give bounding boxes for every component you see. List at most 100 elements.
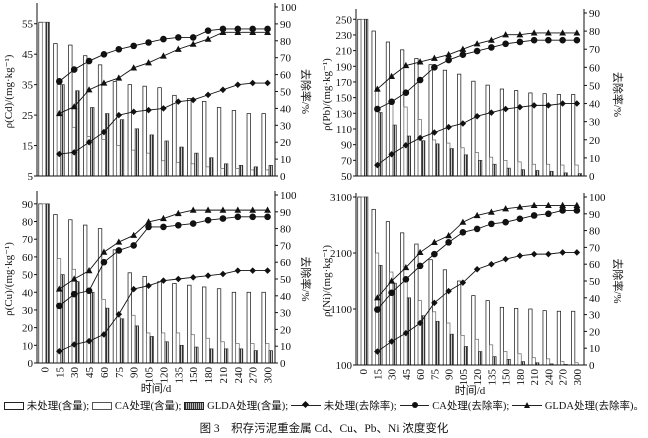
x-tick-label: 60 [415, 369, 427, 381]
panel-ni: 1001100210031000102030405060708090100ρ(N… [321, 192, 625, 397]
bar-untreated [216, 107, 222, 177]
y2-tick-label: 100 [589, 192, 606, 204]
marker-triangle [234, 206, 242, 213]
y2-tick-label: 30 [280, 120, 292, 132]
marker-circle [374, 306, 381, 313]
marker-diamond [459, 279, 467, 286]
marker-circle [545, 210, 552, 218]
marker-diamond [219, 86, 227, 94]
marker-circle [416, 262, 424, 270]
marker-circle [115, 247, 123, 254]
y2-tick-label: 0 [280, 358, 286, 370]
marker-diamond [431, 129, 438, 136]
bar-untreated [142, 85, 147, 177]
chart-svg: 515253545550102030405060708090100ρ(Cd)/(… [3, 2, 625, 397]
bar-ca [517, 161, 522, 177]
marker-triangle [487, 36, 495, 43]
marker-diamond [249, 267, 256, 274]
marker-triangle [573, 201, 581, 208]
bar-untreated [528, 308, 533, 366]
x-tick-label: 270 [558, 369, 570, 386]
marker-diamond [545, 250, 552, 258]
x-tick-label: 45 [401, 369, 413, 381]
bar-ca [205, 337, 210, 364]
bar-untreated [172, 94, 177, 177]
y2-tick-label: 10 [589, 153, 601, 165]
bar-glda [463, 154, 468, 177]
y2-tick-label: 40 [280, 291, 292, 303]
marker-diamond [402, 141, 410, 149]
y-tick-label: 35 [22, 80, 34, 92]
bar-untreated [68, 44, 73, 177]
marker-triangle [204, 206, 212, 213]
marker-triangle [264, 206, 271, 213]
x-tick-label: 210 [529, 369, 541, 386]
bar-untreated [457, 280, 462, 366]
y2-tick-label: 60 [589, 259, 601, 271]
bar-untreated [428, 64, 433, 177]
marker-diamond [573, 249, 581, 256]
legend-glda-content: GLDA处理(含量); [207, 401, 289, 412]
marker-triangle [445, 51, 453, 58]
marker-circle [160, 223, 167, 231]
x-tick-label: 45 [84, 367, 96, 379]
y-tick-label: 2100 [330, 248, 353, 260]
panel-cd: 5 15 25 35 45 55 0 10 20 30 40 50 60 70 80 90 100 ρ(Cd)/(… [3, 2, 313, 183]
marker-triangle [559, 29, 567, 36]
bar-ca [546, 163, 551, 177]
y2-axis-label: 去除率/% [299, 69, 313, 114]
marker-circle [530, 36, 538, 44]
bar-ca [360, 18, 365, 177]
bar-untreated [53, 214, 58, 364]
marker-diamond [388, 338, 395, 345]
marker-triangle [70, 103, 78, 110]
marker-diamond [70, 341, 78, 348]
marker-circle [189, 220, 197, 227]
bar-ca [101, 298, 106, 364]
bar-untreated [68, 219, 73, 364]
legend-glda-rate: GLDA处理(去除率)。 [544, 401, 644, 412]
y2-axis-label: 去除率/% [611, 258, 625, 303]
panel-pb: 50 70 90 110 130 150 170 190 210 230 250 0 10 20 30 40 5… [321, 8, 625, 183]
marker-diamond [175, 275, 182, 283]
legend-line-ca-rate [399, 402, 430, 408]
marker-circle [145, 223, 152, 231]
bar-glda [105, 113, 110, 177]
marker-diamond [488, 260, 495, 268]
x-tick-label: 105 [458, 369, 470, 386]
bar-glda [238, 348, 244, 364]
marker-diamond [70, 149, 78, 156]
bar-untreated [428, 259, 433, 366]
marker-circle [545, 36, 552, 44]
bar-ca [417, 119, 422, 177]
marker-triangle [130, 64, 138, 71]
x-tick-label: 135 [486, 369, 498, 386]
marker-triangle [544, 29, 552, 36]
marker-diamond [374, 161, 381, 169]
bar-ca [546, 358, 551, 366]
marker-circle [388, 289, 395, 297]
y2-tick-label: 40 [280, 103, 292, 115]
y-tick-label: 100 [336, 360, 353, 372]
bar-ca [531, 357, 536, 366]
marker-diamond [234, 81, 242, 88]
y2-tick-label: 20 [589, 326, 601, 338]
y2-axis-label: 去除率/% [611, 72, 625, 117]
marker-diamond [388, 151, 395, 158]
x-tick-label: 240 [233, 367, 245, 384]
marker-triangle [249, 206, 257, 213]
marker-circle [559, 36, 566, 44]
y-axis-label: ρ(Pb)/(mg·kg⁻¹) [321, 58, 333, 131]
bar-glda [421, 140, 426, 177]
bar-untreated [231, 291, 237, 364]
bar-glda [492, 163, 497, 177]
y-tick-label: 210 [336, 46, 353, 58]
x-tick-label: 180 [203, 367, 215, 384]
bar-ca [417, 300, 422, 366]
bar-untreated [202, 286, 207, 364]
x-tick-label: 0 [39, 367, 51, 373]
marker-diamond [189, 96, 197, 104]
bar-ca [146, 332, 151, 364]
bar-untreated [246, 291, 251, 364]
